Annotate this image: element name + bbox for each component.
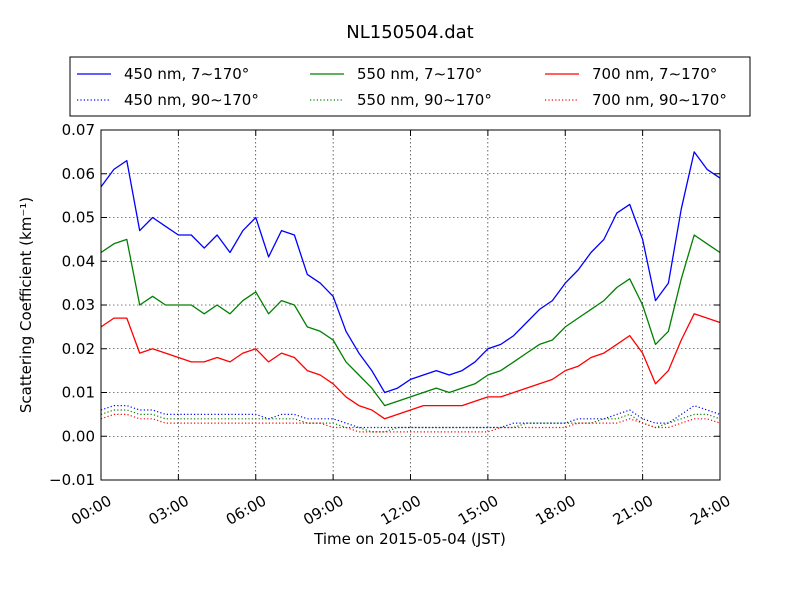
legend-box: [69, 56, 751, 117]
legend: 450 nm, 7∼170° 450 nm, 90∼170° 550 nm, 7∼1…: [69, 56, 751, 117]
chart-title: NL150504.dat: [346, 22, 473, 43]
legend-label: 450 nm, 90∼170°: [124, 91, 259, 109]
legend-label: 700 nm, 7∼170°: [592, 65, 717, 83]
y-tick-label: 0.02: [62, 340, 95, 358]
y-tick-label: 0.01: [62, 384, 95, 402]
y-tick-label: 0.03: [62, 296, 95, 314]
series-line: [100, 413, 721, 433]
series-layer: [100, 151, 721, 433]
series-line: [100, 151, 721, 394]
legend-label: 550 nm, 7∼170°: [357, 65, 482, 83]
series-line: [100, 234, 721, 407]
y-tick-label: 0.05: [62, 209, 95, 227]
y-tick-label: 0.06: [62, 165, 95, 183]
grid: [101, 130, 720, 480]
y-axis-label: Scattering Coefficient (km⁻¹): [17, 197, 35, 413]
series-line: [100, 405, 721, 429]
y-tick-label: 0.04: [62, 252, 95, 270]
legend-label: 450 nm, 7∼170°: [124, 65, 249, 83]
y-tick-label: 0.07: [62, 121, 95, 139]
series-line: [100, 313, 721, 420]
x-axis-label: Time on 2015-05-04 (JST): [313, 530, 506, 548]
legend-label: 550 nm, 90∼170°: [357, 91, 492, 109]
legend-label: 700 nm, 90∼170°: [592, 91, 727, 109]
y-tick-label: −0.01: [49, 471, 95, 489]
y-tick-label: 0.00: [62, 427, 95, 445]
